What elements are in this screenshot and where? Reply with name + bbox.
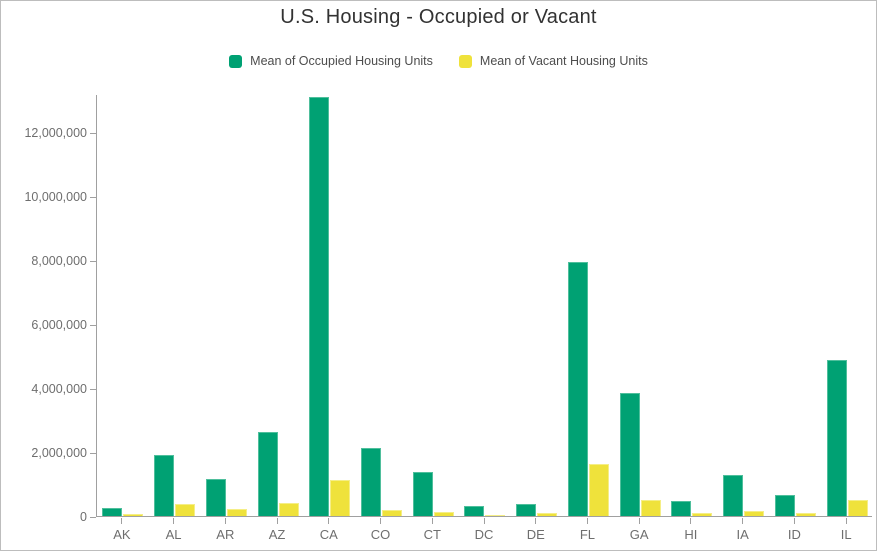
x-axis-label-AR: AR bbox=[216, 527, 235, 542]
bar-group-DE bbox=[511, 95, 563, 516]
x-axis-label-IL: IL bbox=[840, 527, 852, 542]
y-axis-tick bbox=[90, 452, 96, 454]
bar-group-GA bbox=[614, 95, 666, 516]
bar-occupied-CO[interactable] bbox=[361, 448, 382, 516]
chart-legend: Mean of Occupied Housing Units Mean of Va… bbox=[1, 54, 876, 68]
x-axis-label-AK: AK bbox=[113, 527, 131, 542]
y-axis-label: 10,000,000 bbox=[24, 190, 87, 204]
x-axis-label-HI: HI bbox=[684, 527, 698, 542]
x-axis-tick bbox=[276, 518, 278, 524]
x-axis-tick bbox=[638, 518, 640, 524]
chart-title: U.S. Housing - Occupied or Vacant bbox=[280, 6, 597, 28]
bar-group-IL bbox=[821, 95, 873, 516]
x-axis-tick bbox=[173, 518, 175, 524]
bar-occupied-AR[interactable] bbox=[205, 479, 226, 516]
bar-vacant-DC[interactable] bbox=[485, 515, 506, 516]
x-axis-label-CO: CO bbox=[370, 527, 391, 542]
bar-vacant-GA[interactable] bbox=[640, 500, 661, 516]
x-axis-label-DC: DC bbox=[474, 527, 494, 542]
y-axis-tick bbox=[90, 324, 96, 326]
x-axis-label-DE: DE bbox=[526, 527, 545, 542]
bar-vacant-AK[interactable] bbox=[123, 514, 144, 516]
x-axis-label-CT: CT bbox=[423, 527, 441, 542]
y-axis-label: 4,000,000 bbox=[31, 382, 87, 396]
bar-occupied-FL[interactable] bbox=[567, 262, 588, 516]
legend-label: Mean of Occupied Housing Units bbox=[250, 54, 433, 68]
bar-vacant-CT[interactable] bbox=[433, 512, 454, 516]
bar-vacant-ID[interactable] bbox=[795, 513, 816, 516]
x-axis-tick bbox=[483, 518, 485, 524]
x-axis-label-AL: AL bbox=[165, 527, 182, 542]
bar-group-IA bbox=[718, 95, 770, 516]
bar-occupied-AZ[interactable] bbox=[257, 432, 278, 516]
bar-vacant-CO[interactable] bbox=[382, 510, 403, 516]
y-axis-label: 6,000,000 bbox=[31, 318, 87, 332]
bar-vacant-IL[interactable] bbox=[847, 500, 868, 516]
x-axis-tick bbox=[845, 518, 847, 524]
bar-group-FL bbox=[563, 95, 615, 516]
x-axis-tick bbox=[431, 518, 433, 524]
bar-group-AK bbox=[97, 95, 149, 516]
x-axis-tick bbox=[328, 518, 330, 524]
bar-vacant-IA[interactable] bbox=[744, 511, 765, 516]
y-axis-label: 2,000,000 bbox=[31, 446, 87, 460]
bar-group-AR bbox=[200, 95, 252, 516]
bar-occupied-HI[interactable] bbox=[671, 501, 692, 516]
bar-occupied-AL[interactable] bbox=[154, 455, 175, 516]
plot-area bbox=[96, 95, 872, 517]
bar-occupied-CT[interactable] bbox=[412, 472, 433, 516]
bar-occupied-ID[interactable] bbox=[774, 495, 795, 516]
y-axis-label: 8,000,000 bbox=[31, 254, 87, 268]
bar-occupied-AK[interactable] bbox=[102, 508, 123, 516]
y-axis-tick bbox=[90, 388, 96, 390]
x-axis-label-AZ: AZ bbox=[268, 527, 286, 542]
bar-vacant-HI[interactable] bbox=[692, 513, 713, 516]
x-axis-tick bbox=[535, 518, 537, 524]
x-axis-tick bbox=[224, 518, 226, 524]
bar-occupied-DE[interactable] bbox=[516, 504, 537, 516]
x-axis-label-IA: IA bbox=[736, 527, 749, 542]
bar-group-AZ bbox=[252, 95, 304, 516]
bar-vacant-AR[interactable] bbox=[226, 509, 247, 516]
bar-occupied-CA[interactable] bbox=[309, 97, 330, 516]
x-axis-label-GA: GA bbox=[629, 527, 649, 542]
x-axis-tick bbox=[586, 518, 588, 524]
x-axis-tick bbox=[121, 518, 123, 524]
y-axis-label: 0 bbox=[80, 510, 87, 524]
bar-group-CT bbox=[407, 95, 459, 516]
bar-group-CO bbox=[356, 95, 408, 516]
bar-vacant-CA[interactable] bbox=[330, 480, 351, 516]
legend-swatch-icon bbox=[458, 54, 472, 68]
bar-occupied-IA[interactable] bbox=[723, 475, 744, 516]
x-axis-tick bbox=[742, 518, 744, 524]
y-axis-tick bbox=[90, 196, 96, 198]
legend-swatch-icon bbox=[229, 54, 243, 68]
bar-vacant-FL[interactable] bbox=[588, 464, 609, 516]
bar-vacant-AZ[interactable] bbox=[278, 503, 299, 516]
bar-group-DC bbox=[459, 95, 511, 516]
bar-occupied-DC[interactable] bbox=[464, 506, 485, 516]
legend-item-occupied[interactable]: Mean of Occupied Housing Units bbox=[229, 54, 433, 68]
x-axis-label-CA: CA bbox=[319, 527, 338, 542]
bar-occupied-GA[interactable] bbox=[619, 393, 640, 516]
y-axis-label: 12,000,000 bbox=[24, 126, 87, 140]
y-axis-tick bbox=[90, 516, 96, 518]
y-axis-tick bbox=[90, 260, 96, 262]
bar-group-AL bbox=[149, 95, 201, 516]
x-axis-tick bbox=[380, 518, 382, 524]
x-axis-label-FL: FL bbox=[579, 527, 596, 542]
legend-label: Mean of Vacant Housing Units bbox=[479, 54, 648, 68]
bar-group-CA bbox=[304, 95, 356, 516]
bar-group-HI bbox=[666, 95, 718, 516]
bar-vacant-DE[interactable] bbox=[537, 513, 558, 516]
bar-vacant-AL[interactable] bbox=[175, 504, 196, 516]
bar-group-ID bbox=[770, 95, 822, 516]
x-axis-tick bbox=[690, 518, 692, 524]
y-axis-tick bbox=[90, 132, 96, 134]
x-axis-label-ID: ID bbox=[787, 527, 801, 542]
legend-item-vacant[interactable]: Mean of Vacant Housing Units bbox=[458, 54, 648, 68]
x-axis-tick bbox=[793, 518, 795, 524]
bar-occupied-IL[interactable] bbox=[826, 360, 847, 516]
